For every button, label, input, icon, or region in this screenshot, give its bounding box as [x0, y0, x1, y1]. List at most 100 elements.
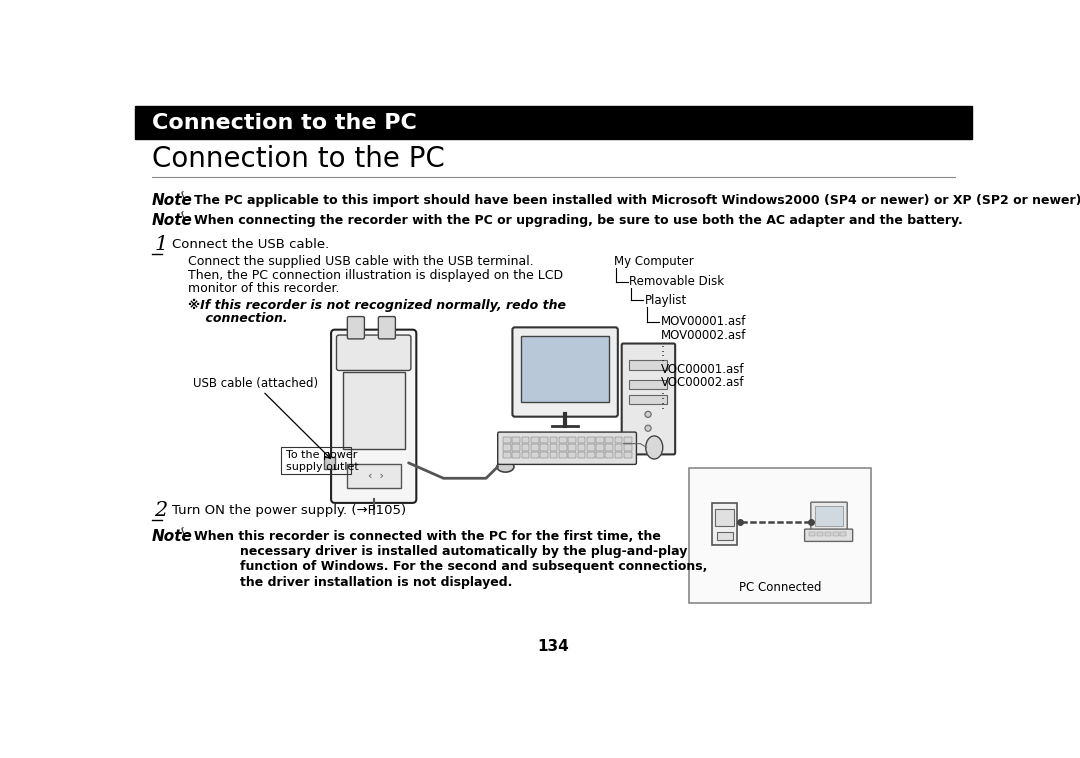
Bar [615, 452, 622, 459]
Bar [615, 444, 622, 450]
Ellipse shape [497, 462, 514, 472]
Bar [578, 437, 585, 443]
Bar [559, 452, 567, 459]
Bar [342, 372, 405, 449]
Bar [624, 452, 632, 459]
Text: VOC00001.asf: VOC00001.asf [661, 363, 744, 376]
Bar [522, 437, 529, 443]
Bar [503, 444, 511, 450]
Bar [717, 532, 732, 540]
Bar [715, 509, 734, 526]
Text: ‹  ›: ‹ › [367, 471, 383, 481]
Text: Connect the USB cable.: Connect the USB cable. [172, 239, 329, 252]
Bar [606, 444, 613, 450]
Bar [596, 437, 604, 443]
Bar [568, 452, 576, 459]
Bar [512, 452, 521, 459]
Text: ʃ: ʃ [180, 192, 187, 202]
Circle shape [645, 412, 651, 418]
Bar [540, 444, 548, 450]
Bar [816, 532, 823, 536]
Circle shape [645, 425, 651, 431]
Bar [503, 452, 511, 459]
Bar [503, 437, 511, 443]
Text: function of Windows. For the second and subsequent connections,: function of Windows. For the second and … [241, 560, 707, 573]
Text: supply outlet: supply outlet [286, 462, 359, 472]
Bar [689, 468, 872, 603]
Bar [624, 444, 632, 450]
Bar [522, 452, 529, 459]
Text: ※If this recorder is not recognized normally, redo the: ※If this recorder is not recognized norm… [188, 299, 566, 312]
Bar [578, 444, 585, 450]
Text: VOC00002.asf: VOC00002.asf [661, 376, 744, 390]
Text: To the power: To the power [286, 450, 357, 460]
Bar [559, 437, 567, 443]
Text: Connection to the PC: Connection to the PC [152, 112, 417, 133]
Bar [615, 437, 622, 443]
Bar [522, 444, 529, 450]
FancyBboxPatch shape [332, 330, 416, 503]
Bar [568, 437, 576, 443]
FancyBboxPatch shape [805, 529, 852, 541]
Bar [521, 336, 609, 402]
Bar [540, 437, 548, 443]
Text: Removable Disk: Removable Disk [630, 275, 725, 289]
Bar [540, 452, 548, 459]
Bar [512, 444, 521, 450]
Bar [568, 444, 576, 450]
FancyBboxPatch shape [378, 317, 395, 339]
Bar [606, 452, 613, 459]
Text: ʃ: ʃ [180, 212, 187, 223]
Bar [586, 437, 595, 443]
Text: ʃ: ʃ [180, 528, 187, 538]
FancyBboxPatch shape [622, 343, 675, 454]
Bar [596, 452, 604, 459]
Text: connection.: connection. [188, 312, 287, 325]
FancyBboxPatch shape [811, 502, 847, 531]
Bar [833, 532, 839, 536]
Bar [586, 452, 595, 459]
FancyBboxPatch shape [498, 432, 636, 465]
Bar [840, 532, 847, 536]
FancyBboxPatch shape [337, 335, 410, 371]
Bar [814, 506, 843, 526]
Bar [347, 465, 401, 487]
Text: :: : [661, 342, 664, 355]
Bar [531, 437, 539, 443]
Text: 2: 2 [154, 501, 167, 520]
Bar [578, 452, 585, 459]
Bar [630, 395, 667, 404]
Bar [550, 437, 557, 443]
Text: Note: Note [152, 193, 193, 208]
Text: :: : [661, 390, 664, 402]
FancyBboxPatch shape [348, 317, 364, 339]
Text: Note: Note [152, 213, 193, 228]
Text: Connect the supplied USB cable with the USB terminal.: Connect the supplied USB cable with the … [188, 255, 534, 268]
Bar [135, 106, 972, 139]
Bar [825, 532, 831, 536]
FancyBboxPatch shape [512, 327, 618, 417]
Ellipse shape [646, 436, 663, 459]
Bar [531, 444, 539, 450]
Text: When connecting the recorder with the PC or upgrading, be sure to use both the A: When connecting the recorder with the PC… [194, 214, 962, 227]
Text: Then, the PC connection illustration is displayed on the LCD: Then, the PC connection illustration is … [188, 269, 563, 282]
Bar [550, 444, 557, 450]
Text: :: : [661, 351, 664, 364]
Bar [596, 444, 604, 450]
Text: 1: 1 [154, 236, 167, 255]
Text: Connection to the PC: Connection to the PC [152, 145, 445, 173]
Bar [809, 532, 815, 536]
Text: USB cable (attached): USB cable (attached) [193, 377, 319, 390]
Text: monitor of this recorder.: monitor of this recorder. [188, 282, 339, 296]
Text: Turn ON the power supply. (→P105): Turn ON the power supply. (→P105) [172, 504, 406, 517]
Text: Playlist: Playlist [645, 294, 687, 307]
Text: When this recorder is connected with the PC for the first time, the: When this recorder is connected with the… [194, 530, 661, 543]
Bar [630, 361, 667, 370]
Text: MOV00002.asf: MOV00002.asf [661, 328, 746, 342]
Text: Note: Note [152, 528, 193, 543]
Text: necessary driver is installed automatically by the plug-and-play: necessary driver is installed automatica… [241, 545, 688, 558]
Bar [630, 380, 667, 389]
Bar [324, 457, 335, 469]
Bar [624, 437, 632, 443]
Text: The PC applicable to this import should have been installed with Microsoft Windo: The PC applicable to this import should … [194, 194, 1080, 207]
